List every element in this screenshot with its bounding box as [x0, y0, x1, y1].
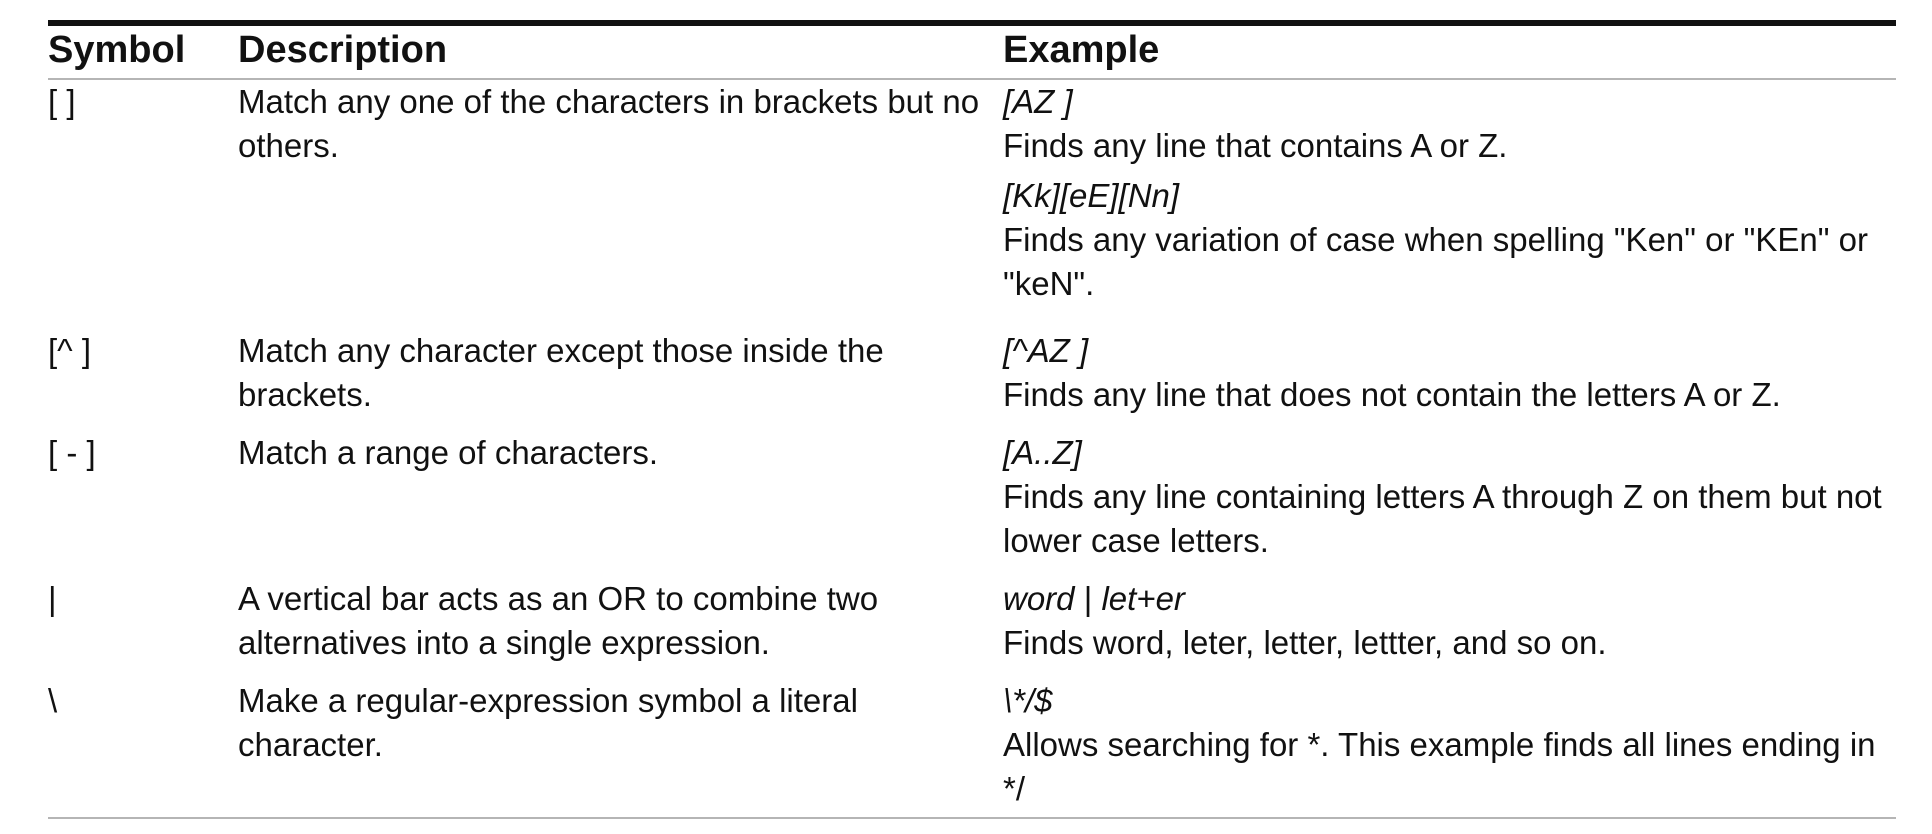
table-row: [ - ] Match a range of characters. [A..Z…	[48, 431, 1896, 577]
description-cell: A vertical bar acts as an OR to combine …	[238, 580, 879, 661]
header-description: Description	[238, 29, 448, 71]
header-symbol: Symbol	[48, 29, 186, 71]
example-code: [A..Z]	[1003, 434, 1082, 471]
table-row: [^ ] Match any character except those in…	[48, 329, 1896, 431]
example-code: [^AZ ]	[1003, 332, 1089, 369]
regex-symbol-table: Symbol Description Example [ ] Match any…	[48, 20, 1896, 819]
table-row: \ Make a regular-expression symbol a lit…	[48, 679, 1896, 817]
symbol-cell: [ ]	[48, 83, 76, 120]
example-code: [Kk][eE][Nn]	[1003, 177, 1180, 214]
example-cell: word | let+er Finds word, leter, letter,…	[1003, 577, 1903, 671]
description-cell: Match any character except those inside …	[238, 332, 884, 413]
example-code: word | let+er	[1003, 577, 1903, 621]
example-code-part: word	[1003, 580, 1075, 617]
symbol-cell: |	[48, 580, 57, 617]
table-header-row: Symbol Description Example	[48, 26, 1896, 80]
example-cell: [AZ ] Finds any line that contains A or …	[1003, 80, 1903, 312]
example-code-part: let+er	[1101, 580, 1185, 617]
example-code: \*/$	[1003, 682, 1053, 719]
table-row: [ ] Match any one of the characters in b…	[48, 80, 1896, 329]
example-cell: [^AZ ] Finds any line that does not cont…	[1003, 329, 1903, 423]
example-text: Allows searching for *. This example fin…	[1003, 726, 1876, 807]
example-text: Finds any line containing letters A thro…	[1003, 478, 1882, 559]
example-text: Finds any line that contains A or Z.	[1003, 127, 1508, 164]
example-code: [AZ ]	[1003, 83, 1073, 120]
table-body: [ ] Match any one of the characters in b…	[48, 80, 1896, 817]
example-cell: \*/$ Allows searching for *. This exampl…	[1003, 679, 1903, 811]
example-cell: [A..Z] Finds any line containing letters…	[1003, 431, 1903, 569]
example-text: Finds any variation of case when spellin…	[1003, 221, 1868, 302]
example-text: Finds word, leter, letter, lettter, and …	[1003, 624, 1607, 661]
description-cell: Make a regular-expression symbol a liter…	[238, 682, 858, 763]
symbol-cell: [^ ]	[48, 332, 91, 369]
header-example: Example	[1003, 29, 1160, 71]
symbol-cell: [ - ]	[48, 434, 96, 471]
example-text: Finds any line that does not contain the…	[1003, 376, 1781, 413]
description-cell: Match a range of characters.	[238, 434, 659, 471]
description-cell: Match any one of the characters in brack…	[238, 83, 980, 164]
table-row: | A vertical bar acts as an OR to combin…	[48, 577, 1896, 679]
example-code-separator: |	[1074, 580, 1102, 617]
symbol-cell: \	[48, 682, 58, 719]
